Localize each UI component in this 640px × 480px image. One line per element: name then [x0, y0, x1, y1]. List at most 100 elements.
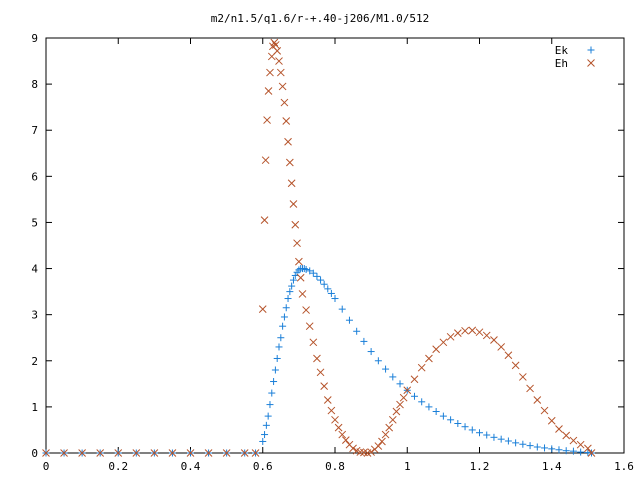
data-point: [334, 423, 343, 432]
data-point: [291, 220, 300, 229]
data-point: [331, 415, 339, 424]
x-tick-label: 0.4: [181, 460, 201, 473]
data-point: [555, 425, 563, 433]
data-point: [280, 313, 288, 321]
data-point: [367, 348, 375, 356]
data-point: [284, 295, 292, 303]
data-point: [439, 412, 447, 420]
data-point: [399, 393, 408, 402]
data-point: [461, 423, 469, 431]
data-point: [540, 406, 549, 415]
data-point: [587, 449, 596, 457]
y-tick-label: 1: [31, 401, 38, 414]
data-point: [264, 87, 273, 95]
data-point: [309, 269, 317, 277]
data-point: [276, 68, 285, 77]
data-point: [382, 365, 390, 373]
data-point: [569, 436, 578, 445]
data-point: [569, 447, 577, 455]
data-point: [432, 408, 440, 415]
y-tick-label: 5: [31, 216, 38, 229]
x-tick-label: 0.6: [253, 460, 273, 473]
data-point: [446, 332, 455, 341]
data-point: [392, 407, 401, 416]
data-point: [275, 57, 283, 65]
data-point: [374, 357, 382, 365]
data-point: [349, 444, 357, 453]
data-point: [186, 449, 195, 457]
data-point: [260, 216, 269, 224]
data-point: [396, 400, 404, 409]
data-point: [439, 338, 448, 347]
data-point: [313, 272, 321, 280]
data-point: [367, 448, 375, 456]
data-point: [396, 380, 404, 388]
data-point: [289, 276, 297, 284]
data-point: [288, 282, 296, 290]
data-point: [476, 429, 483, 437]
legend-marker: [587, 59, 595, 67]
data-point: [418, 398, 426, 406]
y-tick-label: 4: [31, 263, 38, 276]
data-point: [291, 271, 299, 279]
data-point: [432, 345, 441, 354]
data-point: [282, 117, 291, 125]
legend-label: Eh: [555, 57, 568, 70]
data-point: [541, 444, 549, 452]
data-point: [353, 327, 361, 335]
data-point: [293, 239, 301, 248]
y-axis: 0 1 2 3 4 5 6 7 8 9: [31, 32, 624, 460]
data-point: [533, 396, 542, 404]
data-point: [497, 435, 505, 443]
data-point: [512, 439, 520, 447]
data-point: [374, 442, 383, 450]
data-point: [389, 373, 397, 381]
data-point: [266, 401, 274, 409]
data-point: [323, 396, 332, 404]
data-point: [222, 449, 231, 457]
plot-area: [42, 38, 596, 457]
data-point: [475, 328, 484, 337]
data-point: [468, 426, 476, 434]
data-point: [96, 449, 105, 457]
data-point: [114, 449, 123, 457]
data-point: [296, 273, 305, 282]
data-point: [150, 449, 159, 457]
data-point: [447, 416, 455, 424]
x-axis: 0 0.2 0.4 0.6 0.8 1 1.2 1.4 1.6: [43, 38, 634, 473]
data-point: [345, 316, 353, 324]
data-point: [309, 338, 318, 347]
data-point: [271, 41, 280, 49]
data-point: [410, 375, 419, 384]
data-point: [251, 449, 260, 457]
data-point: [562, 447, 570, 455]
data-point: [562, 431, 571, 440]
data-point: [327, 406, 336, 415]
data-point: [526, 384, 534, 393]
data-point: [526, 442, 534, 450]
data-point: [306, 267, 314, 275]
data-point: [533, 443, 541, 451]
data-point: [259, 437, 267, 445]
y-tick-label: 0: [31, 447, 38, 460]
data-point: [547, 416, 556, 425]
data-point: [262, 421, 270, 429]
data-point: [341, 436, 350, 444]
data-point: [338, 305, 346, 313]
data-point: [425, 403, 433, 411]
data-point: [132, 449, 141, 457]
x-tick-label: 1: [404, 460, 411, 473]
y-tick-label: 9: [31, 32, 38, 45]
data-point: [275, 343, 283, 351]
data-point: [577, 448, 585, 456]
data-point: [78, 449, 86, 457]
data-point: [300, 265, 308, 273]
data-point: [417, 363, 426, 372]
data-point: [42, 449, 50, 457]
data-point: [548, 445, 556, 453]
x-tick-label: 1.4: [542, 460, 562, 473]
data-point: [381, 430, 390, 439]
data-point: [576, 440, 585, 449]
data-point: [273, 47, 282, 55]
data-point: [360, 337, 368, 345]
